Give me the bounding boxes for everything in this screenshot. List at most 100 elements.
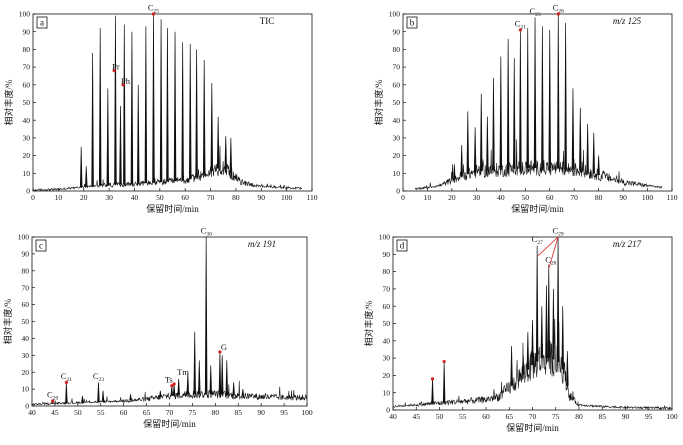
y-tick-label: 0 xyxy=(396,187,400,196)
y-tick-label: 80 xyxy=(393,45,401,54)
peak-annotation: C20 xyxy=(47,389,58,401)
y-tick-label: 30 xyxy=(383,354,391,363)
x-tick-label: 75 xyxy=(552,412,560,421)
annotation-text: G xyxy=(221,342,227,352)
peak-mark xyxy=(241,389,245,397)
x-tick-label: 30 xyxy=(473,193,481,202)
x-tick-label: 85 xyxy=(599,412,607,421)
peak-marker xyxy=(556,12,560,16)
peak-mark xyxy=(592,132,595,174)
y-tick-label: 70 xyxy=(383,285,391,294)
peak-mark xyxy=(129,394,132,401)
peak-mark xyxy=(513,58,516,169)
y-tick-label: 90 xyxy=(393,27,401,36)
y-tick-label: 90 xyxy=(383,250,391,259)
x-tick-label: 55 xyxy=(97,408,105,417)
peak-mark xyxy=(548,29,551,168)
peak-mark xyxy=(547,264,551,359)
peak-mark xyxy=(209,365,212,395)
peak-mark xyxy=(152,13,155,183)
peak-marker xyxy=(430,377,435,381)
peak-mark xyxy=(202,60,206,175)
peak-mark xyxy=(144,26,148,184)
peak-annotation: Ts xyxy=(165,375,173,385)
peak-mark xyxy=(119,106,122,185)
panel-title: m/z 217 xyxy=(613,239,642,249)
peak-mark xyxy=(218,351,222,395)
peak-mark xyxy=(566,351,569,386)
x-tick-label: 50 xyxy=(436,412,444,421)
peak-annotation: C21 xyxy=(61,371,72,383)
x-tick-label: 70 xyxy=(570,193,578,202)
panel-label-box xyxy=(396,239,408,252)
annotation-connector xyxy=(537,236,559,256)
panel-label-box xyxy=(36,16,48,29)
peak-mark xyxy=(177,378,180,396)
y-tick-label: 80 xyxy=(383,267,391,276)
panel-label: d xyxy=(400,241,405,251)
peak-mark xyxy=(579,107,582,171)
y-tick-label: 90 xyxy=(23,27,31,36)
peak-annotation: Tm xyxy=(177,367,189,377)
annotation-text: C xyxy=(148,3,154,13)
peak-mark xyxy=(597,155,600,176)
peak-marker xyxy=(112,69,116,73)
y-tick-label: 60 xyxy=(23,80,31,89)
peak-annotation: Ph xyxy=(121,76,131,86)
y-tick-label: 60 xyxy=(393,80,401,89)
annotation-subscript: 23 xyxy=(99,377,105,383)
y-axis-label: 相对丰度/% xyxy=(373,79,384,126)
annotation-subscript: 30 xyxy=(206,232,212,238)
peak-mark xyxy=(519,29,522,169)
annotation-text: C xyxy=(532,234,538,244)
x-tick-label: 50 xyxy=(156,193,164,202)
y-tick-label: 30 xyxy=(393,134,401,143)
y-tick-label: 0 xyxy=(25,402,29,411)
peak-mark xyxy=(442,361,446,403)
x-tick-label: 20 xyxy=(80,193,88,202)
x-tick-label: 30 xyxy=(105,193,113,202)
annotation-text: C xyxy=(529,6,535,16)
x-tick-label: 10 xyxy=(424,193,432,202)
y-tick-label: 100 xyxy=(379,233,391,242)
baseline-trace xyxy=(31,380,308,406)
x-tick-label: 80 xyxy=(595,193,603,202)
peak-mark xyxy=(101,390,105,402)
peak-mark xyxy=(571,88,575,170)
x-tick-label: 65 xyxy=(143,408,151,417)
annotation-subscript: 21 xyxy=(520,24,526,30)
y-tick-label: 30 xyxy=(23,134,31,143)
peak-mark xyxy=(453,164,456,180)
peak-marker xyxy=(172,382,176,386)
x-tick-label: 100 xyxy=(301,408,313,417)
peak-mark xyxy=(526,332,530,370)
panel-label: b xyxy=(410,18,415,28)
x-tick-label: 10 xyxy=(55,193,63,202)
x-tick-label: 95 xyxy=(645,412,653,421)
annotation-text: C xyxy=(553,3,559,13)
x-tick-label: 50 xyxy=(74,408,82,417)
peak-mark xyxy=(210,83,214,172)
y-tick-label: 0 xyxy=(386,406,390,415)
x-tick-label: 95 xyxy=(280,408,288,417)
peak-mark xyxy=(98,28,102,186)
peak-mark xyxy=(540,306,544,359)
peak-mark xyxy=(545,285,548,359)
peak-mark xyxy=(224,136,228,169)
x-tick-label: 85 xyxy=(235,408,243,417)
x-tick-label: 60 xyxy=(120,408,128,417)
y-tick-label: 50 xyxy=(393,98,401,107)
x-tick-label: 90 xyxy=(619,193,627,202)
y-tick-label: 50 xyxy=(383,319,391,328)
peak-mark xyxy=(130,31,134,185)
peak-mark xyxy=(166,28,169,182)
peak-mark xyxy=(492,77,495,171)
y-tick-label: 40 xyxy=(393,116,401,125)
panel-label: c xyxy=(39,241,43,251)
peak-mark xyxy=(586,123,589,172)
baseline-trace xyxy=(415,137,663,191)
annotation-connector xyxy=(548,236,559,269)
x-tick-label: 70 xyxy=(529,412,537,421)
annotation-text: Tm xyxy=(177,367,189,377)
